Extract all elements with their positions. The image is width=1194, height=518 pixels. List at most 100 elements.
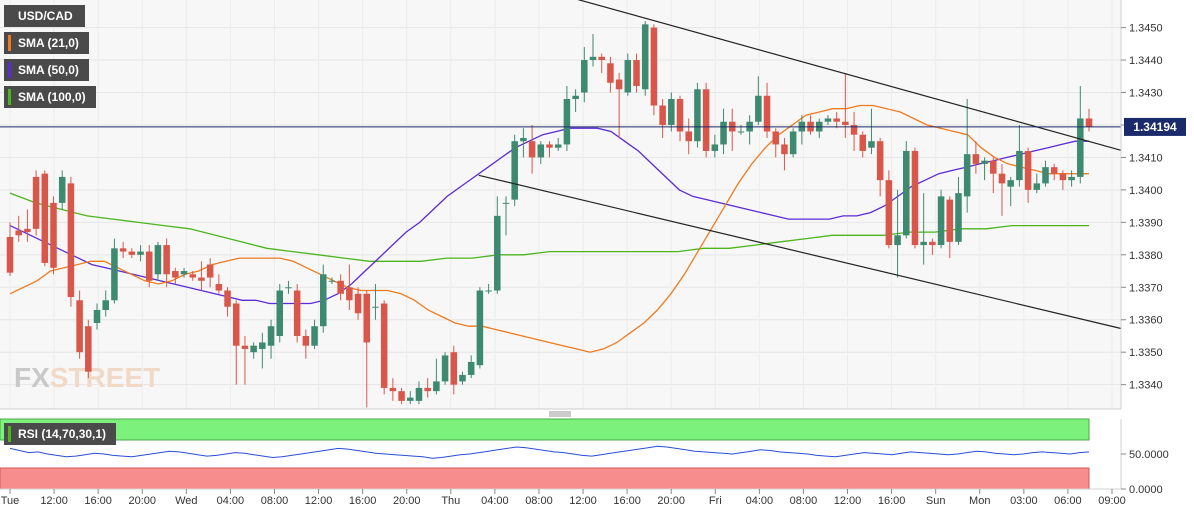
candle-body: [41, 173, 49, 263]
x-tick-label: 16:00: [84, 495, 112, 507]
candle-body: [494, 215, 501, 291]
x-tick-label: 08:00: [790, 495, 818, 507]
candle: [485, 284, 492, 294]
legend-swatch-usdcad: [8, 8, 11, 24]
legend-usdcad[interactable]: USD/CAD: [4, 5, 85, 27]
candle: [581, 47, 588, 103]
candle: [685, 118, 692, 155]
candle-body: [528, 141, 536, 158]
rsi-tick-label: 0.0000: [1129, 484, 1163, 496]
legend-swatch-sma-21: [8, 35, 11, 51]
y-tick-label: 1.3360: [1129, 315, 1163, 327]
candle-body: [659, 105, 666, 125]
candle-body: [354, 293, 362, 314]
x-tick-label: 16:00: [349, 495, 377, 507]
candle-body: [215, 284, 223, 291]
candle: [572, 89, 579, 112]
candle-body: [546, 144, 553, 148]
x-tick-label: 04:00: [217, 495, 245, 507]
candle-body: [137, 251, 144, 255]
x-tick-label: Thu: [441, 495, 460, 507]
candle: [963, 99, 971, 213]
candle-body: [1007, 180, 1014, 187]
legend-sma-100[interactable]: SMA (100,0): [4, 86, 96, 108]
current-price-badge: 1.34194: [1124, 117, 1186, 136]
x-tick-label: 12:00: [305, 495, 333, 507]
x-tick-label: 12:00: [40, 495, 68, 507]
candle-body: [198, 277, 205, 281]
candle-body: [311, 326, 318, 346]
y-tick-label: 1.3390: [1129, 217, 1163, 229]
x-tick-label: Mon: [969, 495, 990, 507]
candle-body: [398, 391, 405, 401]
candle: [868, 108, 875, 155]
candle: [476, 287, 484, 369]
legend-rsi[interactable]: RSI (14,70,30,1): [4, 423, 116, 445]
rsi-overbought-band: [0, 418, 1090, 441]
candle-body: [224, 290, 231, 307]
candle: [293, 284, 301, 343]
candle-body: [346, 287, 353, 301]
candle: [641, 21, 649, 96]
candle-body: [389, 387, 397, 392]
main-price-panel: FXSTREET 1.34501.34401.34301.34201.34101…: [0, 0, 1194, 409]
panel-splitter[interactable]: [0, 408, 1121, 417]
candle: [380, 300, 388, 395]
candle: [285, 280, 292, 294]
candle: [85, 319, 92, 379]
y-axis-area: [1121, 0, 1194, 409]
candle: [694, 82, 701, 148]
candle: [659, 99, 666, 138]
candle: [433, 358, 440, 395]
candle-body: [937, 196, 945, 246]
candle-body: [1016, 150, 1023, 181]
candle-body: [85, 326, 92, 372]
candle-body: [615, 79, 623, 90]
candle: [1050, 163, 1058, 181]
candle: [789, 128, 797, 158]
candle-body: [380, 303, 388, 388]
candle-body: [337, 280, 344, 294]
candle-body: [93, 309, 101, 323]
candle-body: [111, 248, 118, 301]
candle: [1007, 176, 1014, 207]
candle-body: [755, 95, 762, 122]
candle-body: [189, 274, 196, 278]
candle: [833, 111, 840, 129]
candle: [337, 274, 344, 301]
candle: [15, 215, 22, 242]
candle-body: [607, 63, 614, 83]
candle-body: [58, 176, 66, 203]
candle: [128, 248, 136, 259]
candle: [1016, 124, 1023, 187]
legend-label-rsi: RSI (14,70,30,1): [18, 427, 107, 441]
candle-body: [990, 160, 997, 174]
candle-body: [676, 99, 684, 132]
candle-body: [554, 144, 562, 148]
candle: [668, 92, 675, 132]
candle: [41, 170, 49, 267]
candle: [276, 284, 284, 343]
candle-body: [520, 137, 527, 142]
x-tick-label: Sun: [926, 495, 946, 507]
candle-body: [259, 342, 266, 349]
candle: [494, 196, 501, 294]
candle: [145, 245, 153, 288]
y-tick-label: 1.3440: [1129, 55, 1163, 67]
candle: [232, 300, 240, 385]
candle-body: [537, 144, 545, 158]
candle-body: [1024, 150, 1032, 190]
candle: [563, 86, 571, 151]
candle: [859, 131, 867, 158]
candle-body: [842, 121, 849, 125]
candle-body: [511, 141, 518, 200]
legend-sma-50[interactable]: SMA (50,0): [4, 59, 89, 81]
candle: [1077, 86, 1084, 184]
candle: [32, 170, 40, 236]
candle: [894, 189, 901, 278]
legend-sma-21[interactable]: SMA (21,0): [4, 32, 89, 54]
candle-body: [624, 60, 632, 93]
candle-body: [998, 173, 1006, 184]
candle: [624, 53, 632, 96]
candle-body: [972, 154, 980, 164]
